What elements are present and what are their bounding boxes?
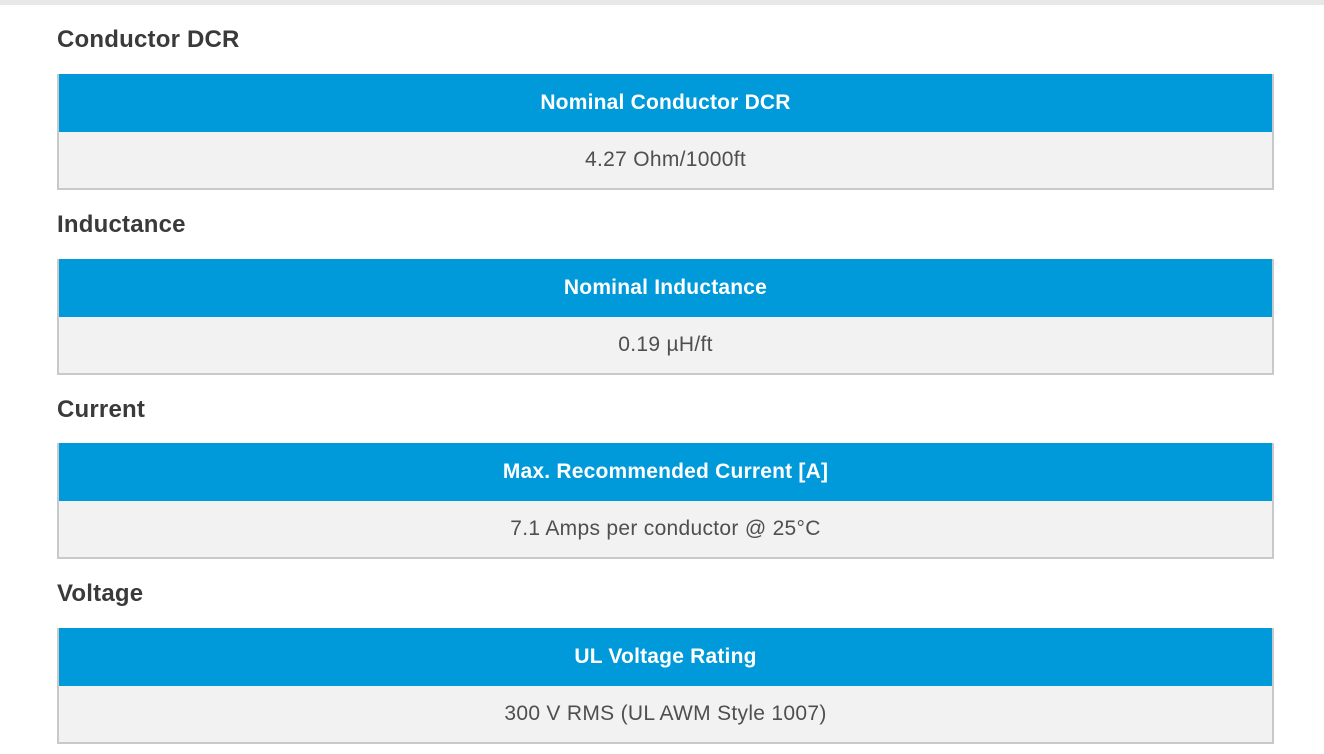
spec-table: UL Voltage Rating 300 V RMS (UL AWM Styl… <box>57 628 1274 745</box>
spec-table-value: 4.27 Ohm/1000ft <box>59 131 1272 188</box>
spec-table: Nominal Conductor DCR 4.27 Ohm/1000ft <box>57 73 1274 190</box>
spec-table-header: Max. Recommended Current [A] <box>59 443 1272 502</box>
top-divider <box>0 0 1324 5</box>
spec-table-value: 0.19 µH/ft <box>59 316 1272 373</box>
spec-content: Conductor DCR Nominal Conductor DCR 4.27… <box>0 26 1324 754</box>
spec-table: Max. Recommended Current [A] 7.1 Amps pe… <box>57 443 1274 560</box>
spec-table-header: Nominal Conductor DCR <box>59 73 1272 132</box>
spec-table-value: 7.1 Amps per conductor @ 25°C <box>59 501 1272 558</box>
section-current: Current Max. Recommended Current [A] 7.1… <box>57 396 1274 560</box>
spec-table-header: UL Voltage Rating <box>59 628 1272 687</box>
spec-table: Nominal Inductance 0.19 µH/ft <box>57 258 1274 375</box>
section-voltage: Voltage UL Voltage Rating 300 V RMS (UL … <box>57 580 1274 745</box>
section-heading: Current <box>57 395 146 423</box>
spec-table-value: 300 V RMS (UL AWM Style 1007) <box>59 686 1272 743</box>
section-heading: Voltage <box>57 580 144 608</box>
spec-table-header: Nominal Inductance <box>59 258 1272 317</box>
section-inductance: Inductance Nominal Inductance 0.19 µH/ft <box>57 211 1274 375</box>
section-heading: Inductance <box>57 210 186 238</box>
section-conductor-dcr: Conductor DCR Nominal Conductor DCR 4.27… <box>57 26 1274 190</box>
section-heading: Conductor DCR <box>57 26 240 53</box>
